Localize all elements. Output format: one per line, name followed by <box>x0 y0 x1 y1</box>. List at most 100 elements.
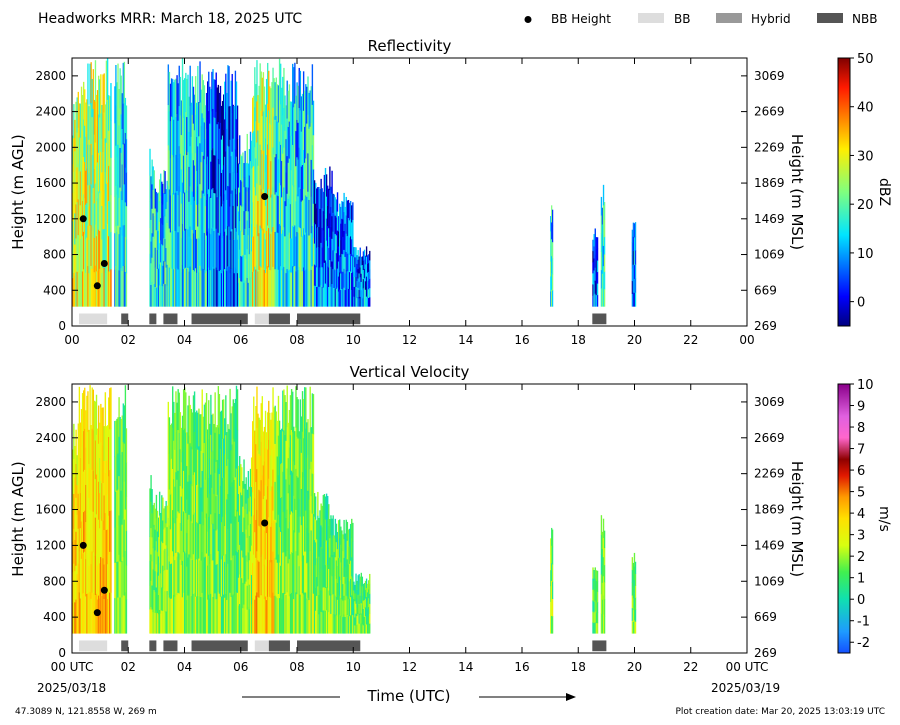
echo-cell <box>320 263 322 286</box>
echo-cell <box>360 265 362 274</box>
echo-cell <box>75 135 77 171</box>
echo-cell <box>551 289 553 307</box>
echo-cell <box>94 556 97 595</box>
echo-cell <box>230 155 232 194</box>
echo-cell <box>312 593 315 634</box>
echo-cell <box>265 116 268 156</box>
echo-cell <box>172 468 174 511</box>
echo-cell <box>197 596 199 634</box>
echo-cell <box>84 270 86 307</box>
echo-cell <box>260 149 262 190</box>
echo-cell <box>77 598 79 634</box>
echo-cell <box>247 234 250 260</box>
echo-cell <box>228 66 230 107</box>
echo-cell <box>349 523 352 543</box>
echo-cell <box>89 144 91 186</box>
echo-cell <box>301 270 304 307</box>
echo-cell <box>225 190 227 230</box>
echo-cell <box>310 427 312 462</box>
echo-cell <box>273 78 275 117</box>
echo-cell <box>229 511 231 553</box>
echo-cell <box>240 255 242 282</box>
echo-cell <box>123 102 126 144</box>
echo-cell <box>284 593 286 634</box>
y-tick-label: 1600 <box>35 176 66 190</box>
echo-cell <box>173 517 175 557</box>
echo-cell <box>216 87 218 125</box>
echo-cell <box>231 595 233 634</box>
echo-cell <box>216 563 218 599</box>
echo-cell <box>121 488 123 525</box>
y-tick-right-label: 2669 <box>754 431 785 445</box>
echo-cell <box>267 596 269 634</box>
echo-cell <box>202 416 205 454</box>
echo-cell <box>205 473 208 514</box>
echo-cell <box>122 594 124 634</box>
echo-cell <box>97 519 100 558</box>
echo-cell <box>259 526 261 563</box>
echo-cell <box>189 481 191 520</box>
echo-cell <box>178 65 180 107</box>
echo-cell <box>209 159 211 197</box>
echo-cell <box>247 579 250 607</box>
echo-cell <box>151 585 153 610</box>
echo-cell <box>244 533 246 559</box>
echo-cell <box>354 601 356 610</box>
echo-cell <box>108 593 110 634</box>
echo-cell <box>264 104 267 139</box>
echo-cell <box>106 425 109 461</box>
echo-cell <box>116 526 118 563</box>
echo-cell <box>79 598 82 634</box>
echo-cell <box>318 246 320 267</box>
legend-hybrid-swatch <box>716 13 742 23</box>
echo-cell <box>320 546 322 569</box>
echo-cell <box>356 280 358 290</box>
echo-cell <box>181 265 184 307</box>
echo-cell <box>273 520 275 559</box>
echo-cell <box>603 616 606 634</box>
echo-cell <box>351 205 353 223</box>
echo-cell <box>228 226 230 267</box>
echo-cell <box>253 554 255 595</box>
echo-cell <box>275 77 277 116</box>
echo-cell <box>288 195 291 233</box>
echo-cell <box>295 427 297 469</box>
echo-cell <box>349 253 352 272</box>
echo-cell <box>325 516 328 541</box>
echo-cell <box>551 222 553 240</box>
echo-cell <box>165 286 167 307</box>
echo-cell <box>84 592 86 634</box>
echo-cell <box>78 468 81 511</box>
echo-cell <box>219 448 222 486</box>
echo-cell <box>231 267 233 307</box>
echo-cell <box>327 266 329 287</box>
echo-cell <box>292 185 294 226</box>
echo-cell <box>211 524 213 561</box>
echo-cell <box>332 268 334 288</box>
echo-cell <box>249 468 252 497</box>
echo-cell <box>114 527 116 563</box>
echo-cell <box>594 241 596 255</box>
echo-cell <box>357 250 359 260</box>
echo-cell <box>190 136 192 171</box>
echo-cell <box>176 517 178 557</box>
echo-cell <box>109 428 111 471</box>
echo-cell <box>297 159 299 197</box>
echo-cell <box>168 597 171 634</box>
echo-cell <box>177 231 179 270</box>
echo-cell <box>213 268 215 307</box>
echo-cell <box>369 260 371 270</box>
echo-cell <box>161 181 163 203</box>
echo-cell <box>352 289 354 307</box>
echo-cell <box>102 445 104 484</box>
echo-cell <box>91 78 93 118</box>
echo-cell <box>125 172 128 207</box>
echo-cell <box>179 268 182 307</box>
echo-cell <box>264 171 267 206</box>
echo-cell <box>104 104 107 139</box>
echo-cell <box>122 103 124 145</box>
echo-cell <box>603 202 606 220</box>
echo-cell <box>243 575 245 605</box>
echo-cell <box>316 595 318 615</box>
echo-cell <box>348 615 351 634</box>
